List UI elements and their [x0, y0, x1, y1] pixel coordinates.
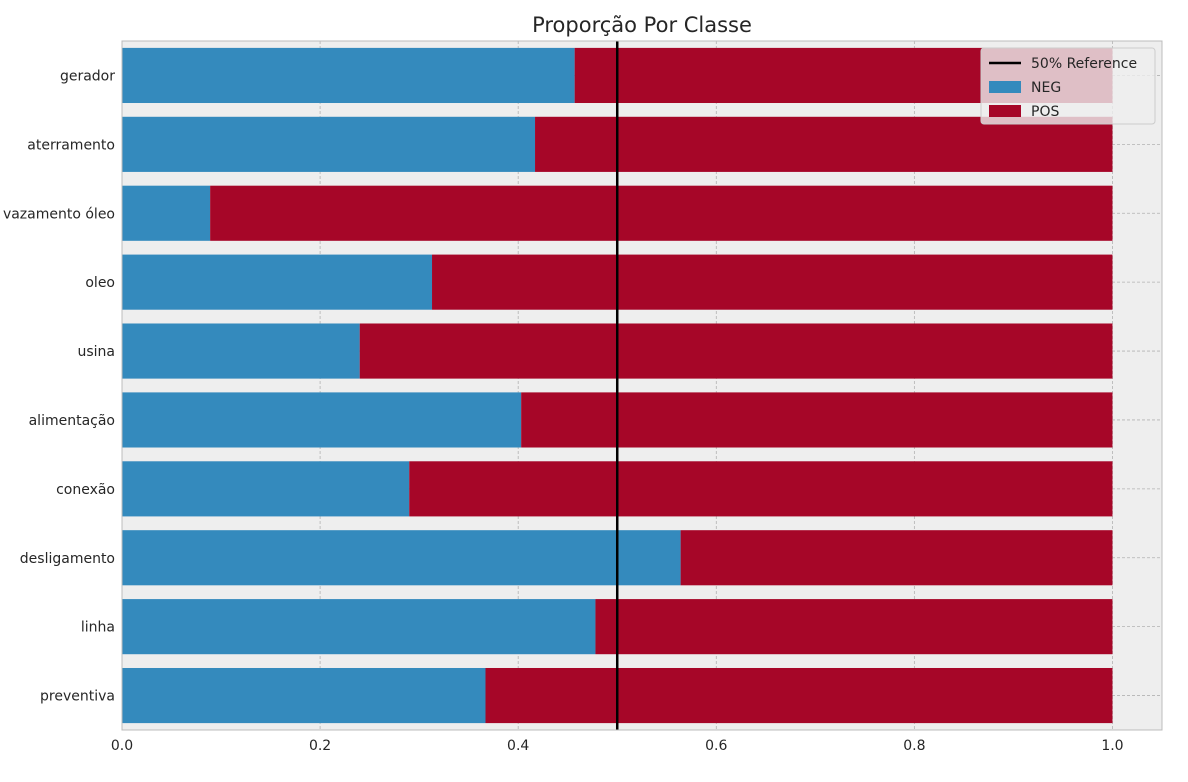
legend-swatch-pos — [989, 105, 1021, 117]
x-tick-label: 0.6 — [705, 738, 727, 754]
bar-pos — [359, 323, 1113, 379]
bar-pos — [432, 254, 1113, 310]
y-tick-label: oleo — [85, 275, 115, 291]
y-tick-label: preventiva — [40, 689, 115, 705]
bar-neg — [122, 530, 681, 586]
legend-label: NEG — [1031, 80, 1061, 96]
bar-neg — [122, 185, 211, 241]
y-tick-label: linha — [81, 620, 115, 636]
x-tick-label: 0.8 — [903, 738, 925, 754]
bar-pos — [595, 599, 1113, 655]
bar-neg — [122, 116, 536, 172]
y-tick-label: vazamento óleo — [3, 206, 115, 222]
bar-pos — [535, 116, 1113, 172]
bar-neg — [122, 323, 360, 379]
bar-neg — [122, 254, 433, 310]
bar-pos — [521, 392, 1113, 448]
x-tick-label: 0.2 — [309, 738, 331, 754]
x-tick-label: 1.0 — [1101, 738, 1123, 754]
plot-border — [121, 40, 1163, 731]
y-tick-label: aterramento — [27, 137, 115, 153]
bar-pos — [680, 530, 1113, 586]
x-tick-label: 0.4 — [507, 738, 529, 754]
bar-neg — [122, 599, 596, 655]
y-tick-label: usina — [77, 344, 115, 360]
x-tick-labels: 0.0 0.2 0.4 0.6 0.8 1.0 — [111, 738, 1124, 754]
chart-title: Proporção Por Classe — [532, 13, 752, 37]
bar-neg — [122, 47, 575, 104]
bar-neg — [122, 392, 522, 448]
bar-pos — [210, 185, 1113, 241]
y-tick-labels: gerador aterramento vazamento óleo oleo usin… — [3, 68, 115, 704]
legend-label: 50% Reference — [1031, 56, 1137, 72]
bar-neg — [122, 667, 486, 724]
bar-pos — [485, 667, 1113, 724]
x-tick-label: 0.0 — [111, 738, 133, 754]
legend-box — [980, 47, 1156, 125]
legend-label: POS — [1031, 104, 1059, 120]
legend: 50% Reference NEG POS — [980, 47, 1156, 125]
y-tick-label: desligamento — [20, 551, 115, 567]
y-tick-label: gerador — [60, 68, 115, 84]
legend-swatch-neg — [989, 81, 1021, 93]
bar-neg — [122, 461, 410, 517]
y-tick-label: alimentação — [29, 413, 115, 429]
bars-group — [122, 47, 1113, 724]
y-tick-label: conexão — [56, 482, 115, 498]
bar-pos — [409, 461, 1113, 517]
